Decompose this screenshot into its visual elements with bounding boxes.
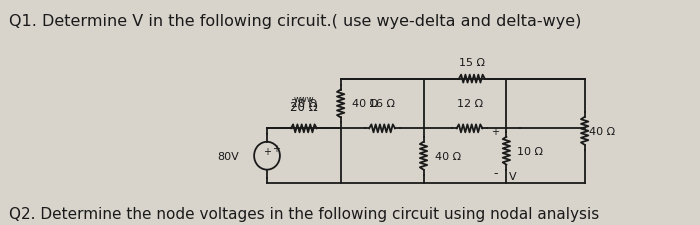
Text: 10 Ω: 10 Ω — [517, 146, 543, 156]
Text: 15 Ω: 15 Ω — [459, 57, 485, 67]
Text: Q1. Determine V in the following circuit.( use wye-delta and delta-wye): Q1. Determine V in the following circuit… — [9, 14, 582, 29]
Text: 20 Ω: 20 Ω — [290, 101, 318, 113]
Text: 12 Ω: 12 Ω — [456, 99, 482, 109]
Text: 16 Ω: 16 Ω — [369, 99, 395, 109]
Text: -: - — [493, 166, 498, 179]
Text: +: + — [491, 126, 499, 136]
Text: Q2. Determine the node voltages in the following circuit using nodal analysis: Q2. Determine the node voltages in the f… — [9, 206, 599, 221]
Text: V: V — [509, 171, 517, 181]
Text: +: + — [272, 143, 279, 153]
Text: www: www — [293, 94, 314, 104]
Text: +: + — [263, 146, 271, 156]
Text: 20 Ω: 20 Ω — [290, 99, 317, 109]
Text: 40 Ω: 40 Ω — [435, 151, 461, 161]
Text: 80V: 80V — [218, 151, 239, 161]
Text: 40 Ω: 40 Ω — [351, 99, 378, 109]
Text: 40 Ω: 40 Ω — [589, 126, 615, 136]
